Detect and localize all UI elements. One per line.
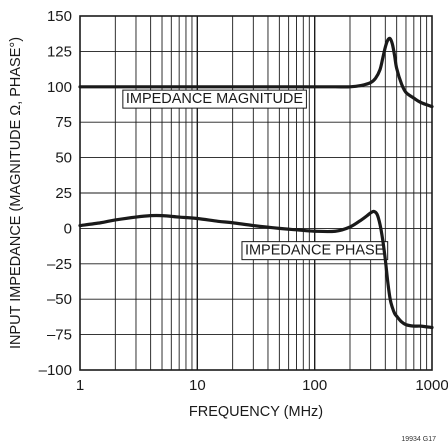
y-tick-label: –75	[47, 327, 72, 344]
x-tick-label: 10	[189, 377, 206, 394]
x-axis: 1 10 100 1000	[76, 377, 448, 394]
y-tick-label: 50	[55, 150, 72, 167]
figure-id: 19934 G17	[401, 436, 436, 443]
x-axis-title: FREQUENCY (MHz)	[189, 404, 323, 420]
y-tick-label: 25	[55, 185, 72, 202]
grid	[80, 16, 432, 370]
plot-frame	[79, 15, 433, 371]
annotation-magnitude: IMPEDANCE MAGNITUDE	[122, 89, 307, 109]
annotation-magnitude-label: IMPEDANCE MAGNITUDE	[126, 91, 304, 107]
y-tick-label: 100	[47, 79, 72, 96]
impedance-magnitude-line	[78, 36, 434, 109]
y-tick-label: –25	[47, 256, 72, 273]
annotation-phase-box	[241, 241, 389, 261]
y-tick-label: 125	[47, 43, 72, 60]
x-tick-label: 1000	[415, 377, 448, 394]
annotation-phase-label: IMPEDANCE PHASE	[245, 243, 385, 259]
y-tick-label: –50	[47, 291, 72, 308]
annotation-magnitude-box	[122, 89, 307, 109]
x-tick-label: 100	[302, 377, 327, 394]
annotation-phase: IMPEDANCE PHASE	[241, 241, 389, 261]
series	[78, 36, 434, 330]
impedance-phase-line	[78, 209, 434, 330]
y-tick-label: 0	[64, 220, 72, 237]
y-tick-label: 150	[47, 8, 72, 25]
y-axis-title: INPUT IMPEDANCE (MAGNITUDE Ω, PHASE°)	[8, 37, 24, 349]
x-tick-label: 1	[76, 377, 84, 394]
y-tick-label: –100	[39, 362, 72, 379]
y-axis: 150 125 100 75 50 25 0 –25 –50 –75 –100	[39, 8, 72, 379]
y-tick-label: 75	[55, 114, 72, 131]
